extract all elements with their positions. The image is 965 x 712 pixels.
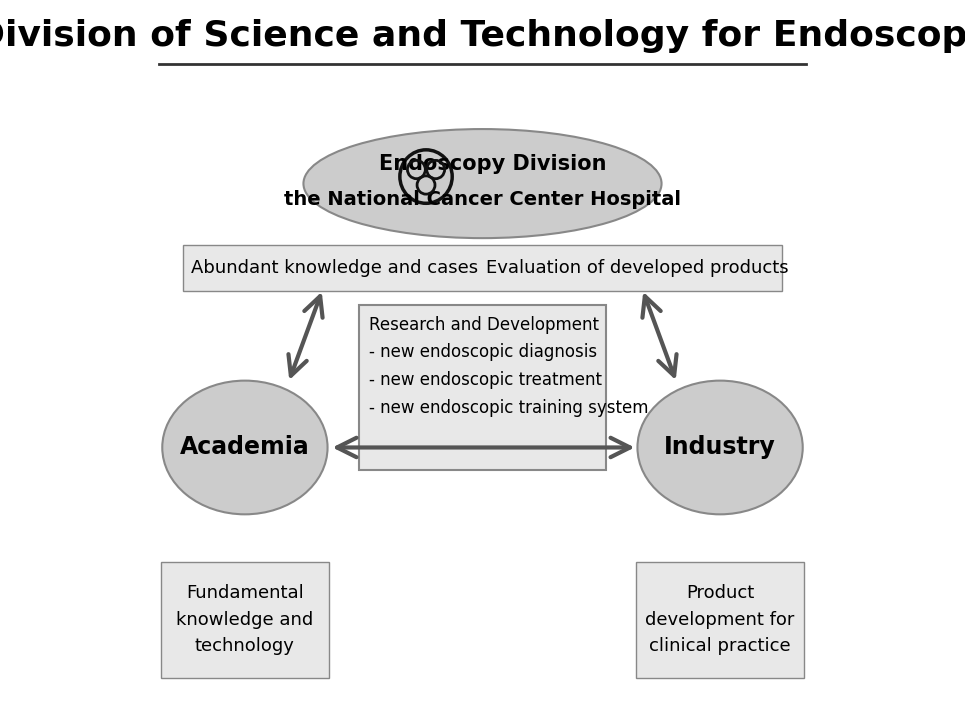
Text: Endoscopy Division: Endoscopy Division [379,154,607,174]
Text: Fundamental
knowledge and
technology: Fundamental knowledge and technology [177,585,314,655]
FancyBboxPatch shape [636,562,805,678]
Ellipse shape [638,381,803,514]
Text: Academia: Academia [180,436,310,459]
Text: Industry: Industry [664,436,776,459]
Text: the National Cancer Center Hospital: the National Cancer Center Hospital [284,189,681,209]
Ellipse shape [303,129,662,238]
Ellipse shape [162,381,327,514]
Text: Product
development for
clinical practice: Product development for clinical practic… [646,585,795,655]
FancyBboxPatch shape [183,245,782,291]
Text: Abundant knowledge and cases: Abundant knowledge and cases [191,259,478,277]
Text: Division of Science and Technology for Endoscopy: Division of Science and Technology for E… [0,19,965,53]
FancyBboxPatch shape [160,562,329,678]
Text: Evaluation of developed products: Evaluation of developed products [486,259,788,277]
Text: Research and Development
- new endoscopic diagnosis
- new endoscopic treatment
-: Research and Development - new endoscopi… [369,315,648,417]
FancyBboxPatch shape [359,305,606,471]
